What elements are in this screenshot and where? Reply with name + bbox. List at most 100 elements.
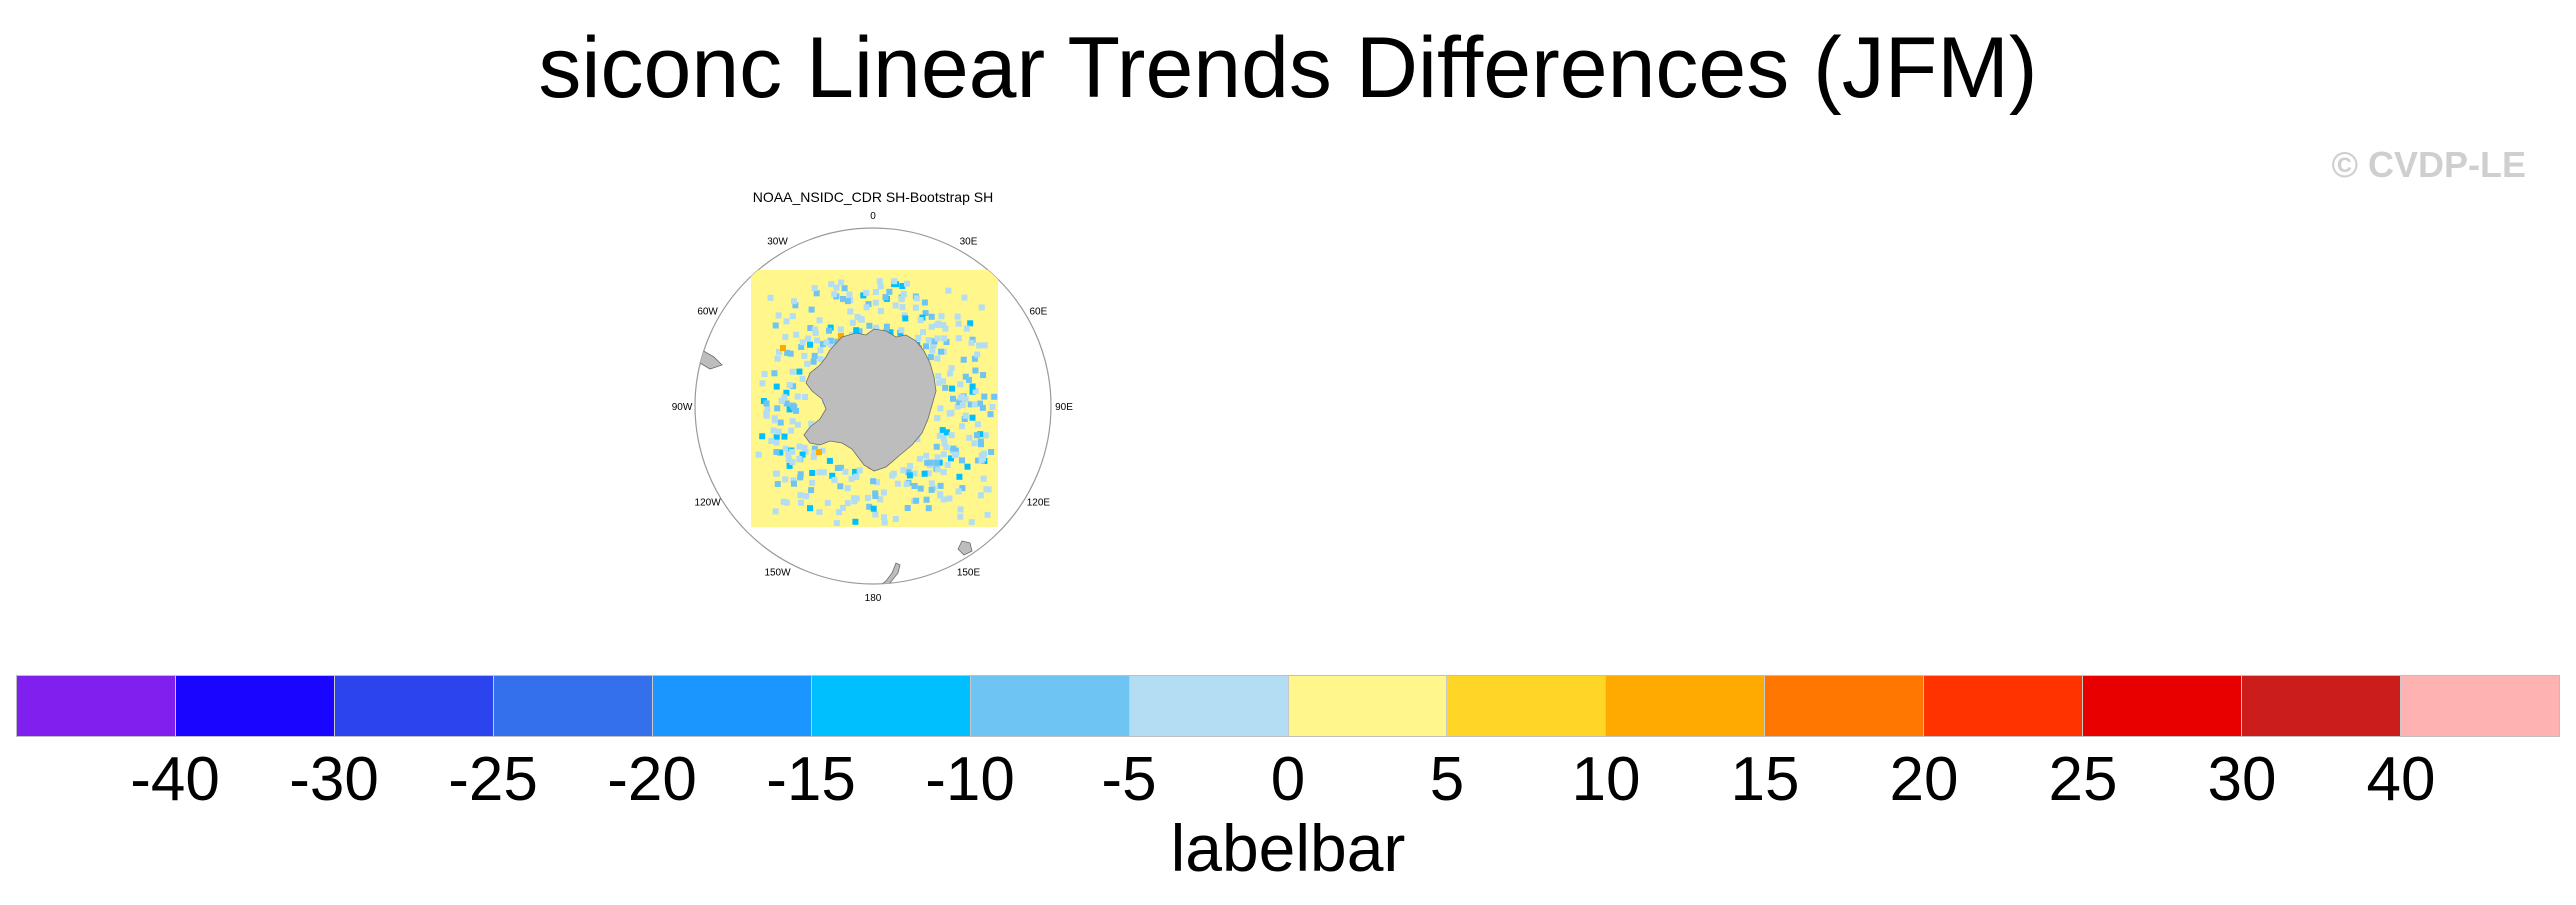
trend-cell — [931, 338, 938, 345]
trend-cell — [846, 291, 853, 298]
trend-cell — [907, 462, 913, 469]
trend-cell — [989, 404, 996, 410]
trend-cell — [849, 319, 856, 326]
trend-cell — [876, 278, 883, 285]
colorbar-swatch — [1447, 676, 1607, 736]
trend-cell — [838, 333, 844, 339]
trend-cell — [891, 278, 898, 285]
trend-cell — [902, 315, 909, 322]
trend-cell — [976, 342, 983, 349]
trend-cell — [928, 313, 935, 320]
trend-cell — [959, 423, 965, 430]
trend-cell — [799, 376, 806, 382]
lon-label: 180 — [865, 593, 882, 604]
trend-cell — [870, 478, 877, 485]
trend-cell — [777, 419, 784, 426]
colorbar-swatch — [1924, 676, 2084, 736]
page-title: siconc Linear Trends Differences (JFM) — [538, 20, 2038, 116]
trend-cell — [841, 285, 848, 292]
trend-cell — [796, 443, 803, 450]
trend-cell — [833, 520, 840, 527]
trend-cell — [900, 291, 907, 298]
trend-cell — [772, 322, 779, 329]
watermark: © CVDP-LE — [2331, 144, 2526, 185]
trend-cell — [980, 475, 987, 482]
trend-cell — [943, 444, 950, 451]
trend-cell — [794, 421, 801, 428]
trend-cell — [837, 326, 844, 333]
trend-cell — [927, 354, 934, 361]
trend-cell — [925, 505, 932, 512]
trend-cell — [944, 462, 951, 468]
trend-cell — [810, 454, 817, 461]
trend-cell — [856, 467, 863, 474]
trend-cell — [763, 412, 770, 419]
trend-cell — [797, 474, 804, 481]
trend-cell — [915, 335, 922, 341]
colorbar-tick-label: 5 — [1429, 745, 1465, 814]
colorbar-tick-label: -25 — [448, 745, 538, 814]
longitude-labels: 0 30E 60E 90E 120E 150E 180 150W 120W 90W 60W 30W — [672, 211, 1074, 604]
trend-cell — [844, 298, 851, 305]
lon-label: 150W — [764, 567, 791, 578]
trend-cell — [789, 448, 796, 455]
trend-cell — [759, 380, 766, 387]
trend-cell — [854, 314, 861, 320]
trend-cell — [906, 472, 913, 479]
trend-cell — [883, 323, 890, 330]
trend-cell — [791, 298, 797, 305]
trend-cell — [816, 317, 823, 324]
trend-cell — [847, 308, 854, 315]
colorbar-swatch — [970, 676, 1130, 736]
lon-label: 150E — [957, 567, 981, 578]
trend-cell — [863, 304, 870, 311]
trend-cell — [864, 494, 871, 501]
trend-cell — [844, 500, 851, 507]
trend-cell — [913, 295, 920, 302]
trend-cell — [777, 449, 784, 456]
trend-cell — [840, 296, 846, 302]
trend-cell — [957, 506, 964, 513]
trend-cell — [781, 433, 788, 440]
trend-cell — [789, 368, 796, 375]
trend-cell — [774, 355, 781, 362]
trend-cell — [956, 473, 963, 480]
trend-cell — [838, 464, 844, 471]
trend-cell — [941, 335, 948, 342]
trend-cell — [913, 497, 920, 504]
trend-cell — [905, 469, 912, 476]
trend-cell — [838, 279, 845, 286]
trend-cell — [904, 505, 911, 511]
trend-cell — [799, 451, 806, 458]
trend-cell — [833, 284, 840, 291]
trend-cell — [937, 482, 944, 489]
trend-cell — [774, 405, 781, 412]
trend-cell — [928, 323, 935, 330]
trend-cell — [898, 327, 905, 334]
trend-cell — [937, 491, 943, 498]
colorbar-swatch — [1129, 676, 1289, 736]
trend-cell — [899, 304, 906, 311]
trend-cell — [772, 508, 779, 515]
trend-cell — [900, 467, 907, 474]
trend-cell — [922, 310, 929, 316]
colorbar-swatch — [493, 676, 653, 736]
trend-cell — [943, 429, 950, 436]
trend-cell — [974, 421, 981, 428]
trend-cell — [963, 325, 970, 332]
trend-cell — [873, 324, 879, 331]
trend-cell — [911, 470, 918, 477]
trend-cell — [964, 463, 971, 470]
lon-label: 120W — [695, 498, 722, 509]
colorbar-tick-label: -10 — [925, 745, 1015, 814]
trend-cell — [844, 485, 851, 492]
colorbar-swatch — [2083, 676, 2243, 736]
trend-cell — [940, 469, 947, 476]
trend-cell — [962, 412, 969, 419]
trend-cell — [780, 345, 786, 351]
trend-cell — [801, 352, 808, 359]
trend-cell — [872, 493, 879, 499]
trend-cell — [803, 493, 810, 500]
trend-cell — [811, 285, 818, 292]
trend-cell — [761, 371, 768, 377]
